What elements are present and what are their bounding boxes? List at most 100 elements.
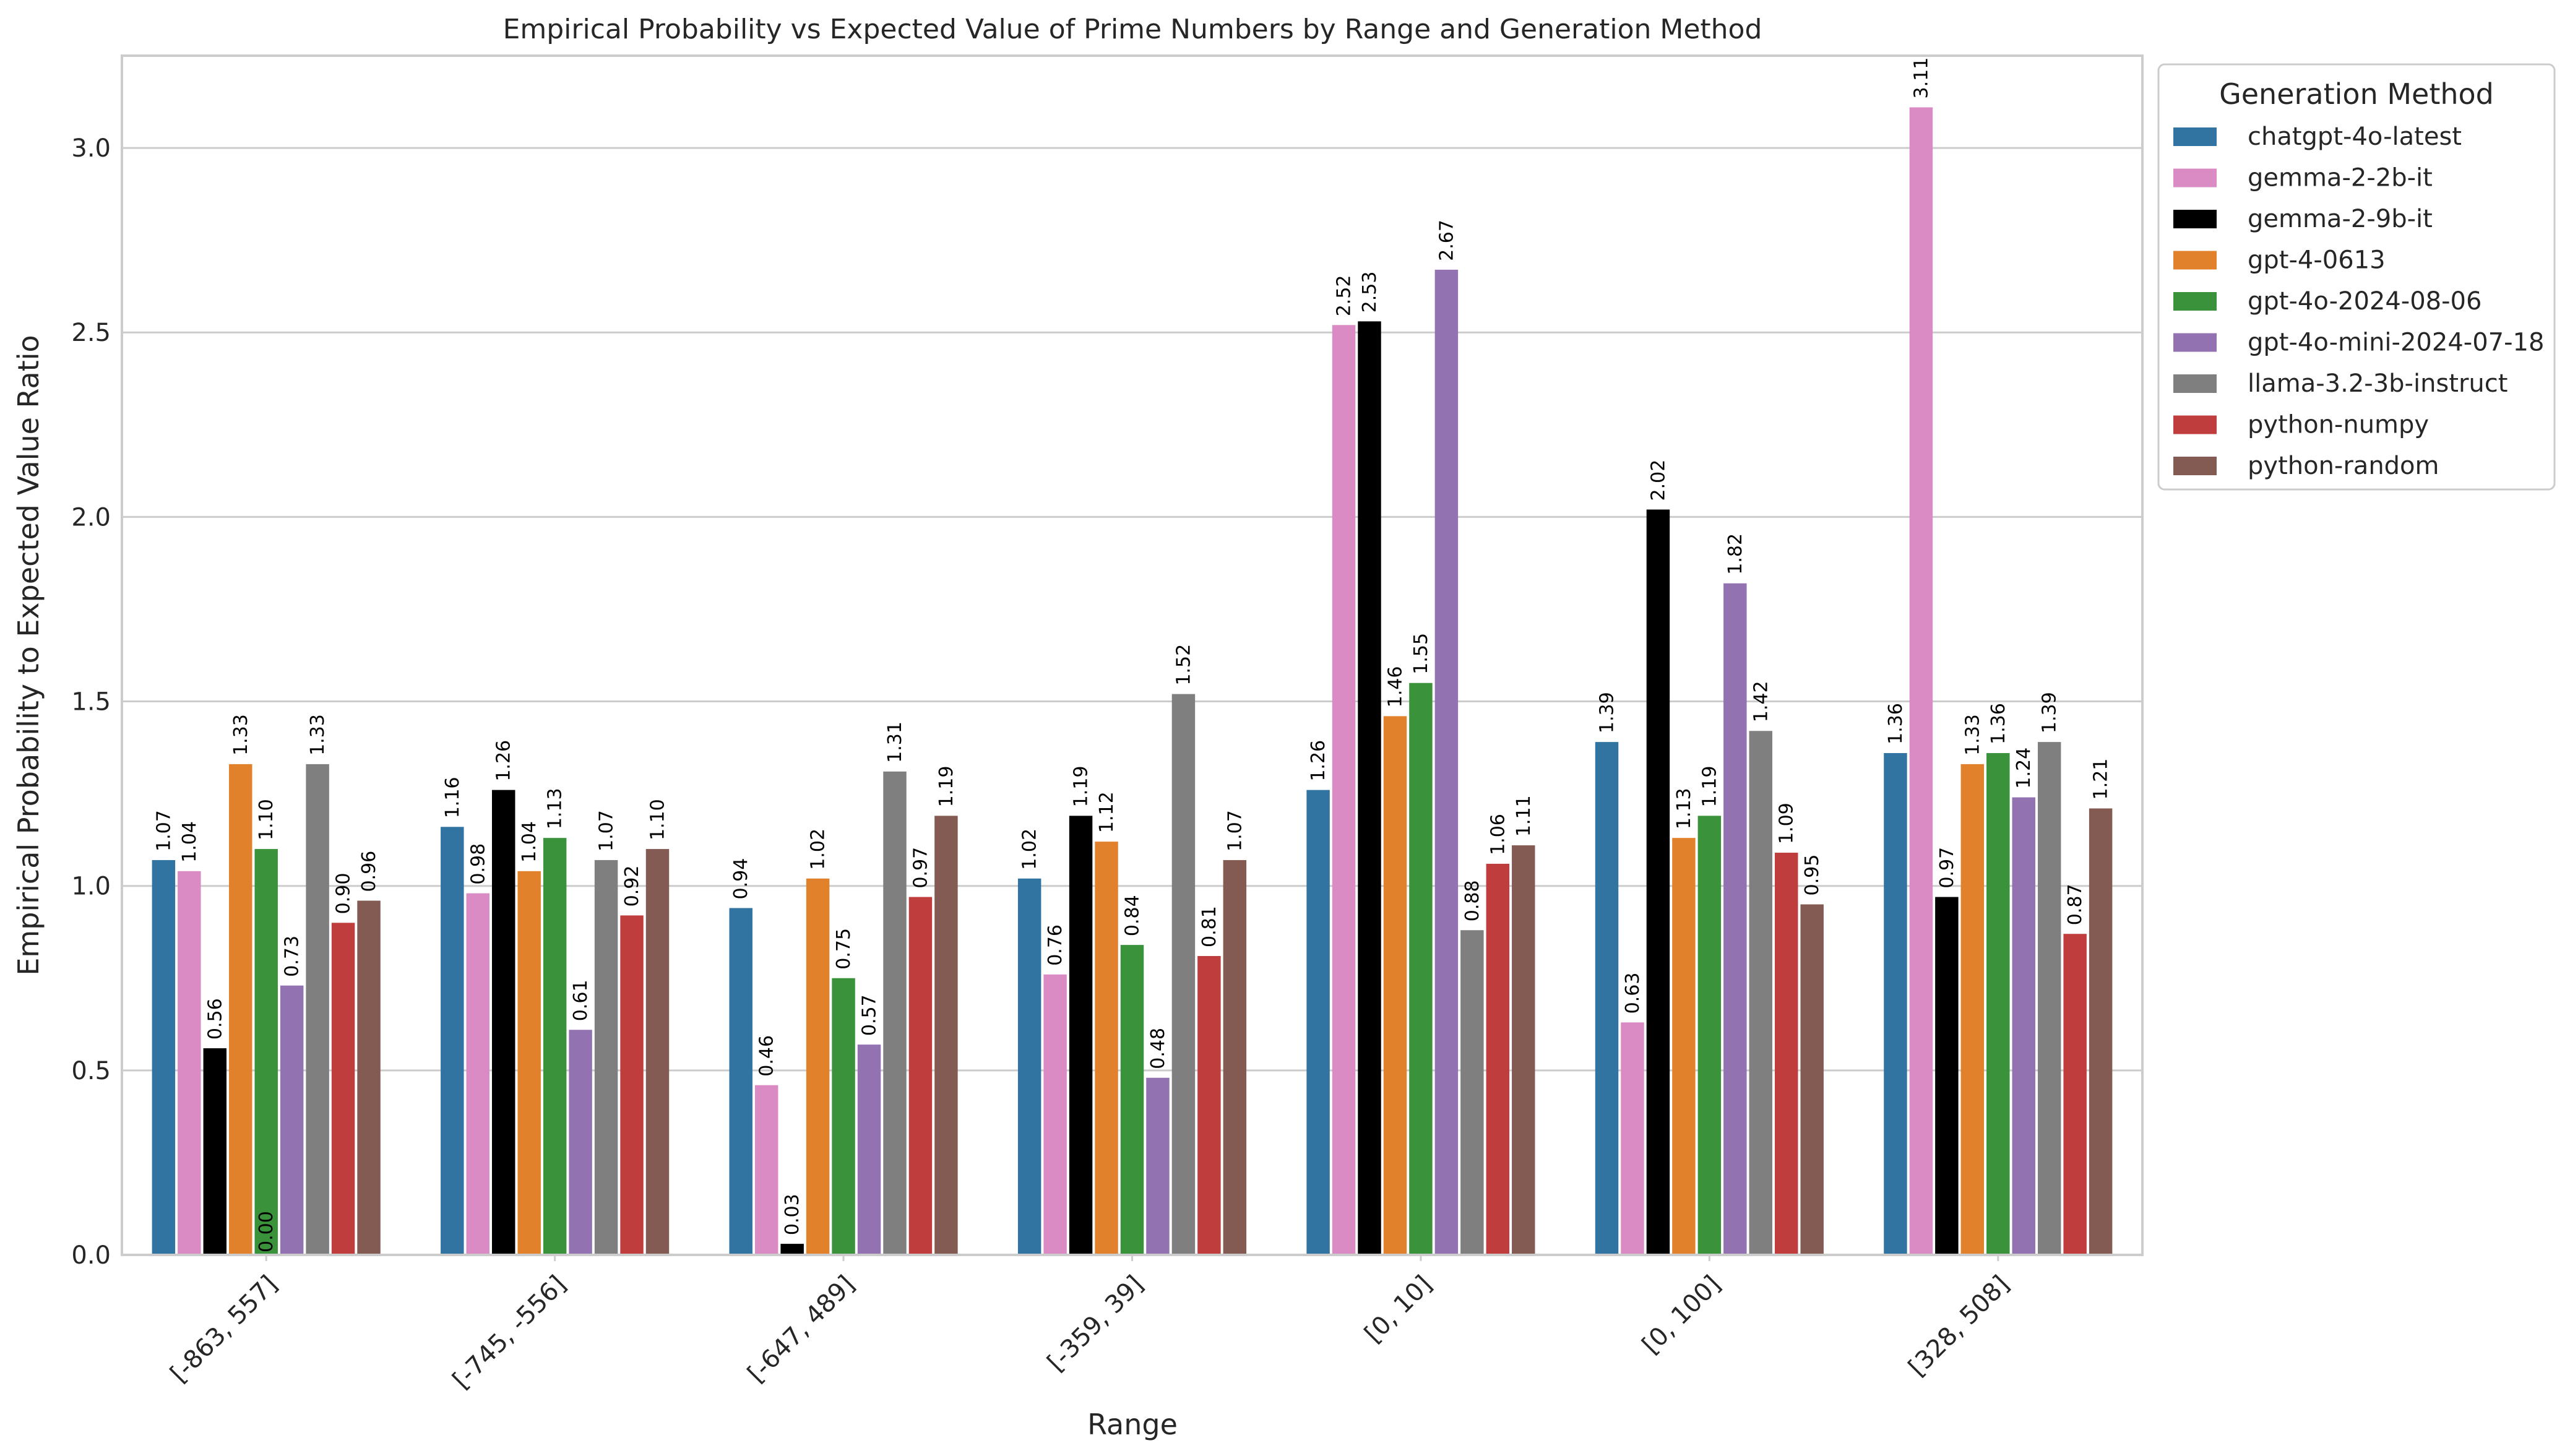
legend-swatch [2173, 251, 2217, 270]
bar [1697, 816, 1722, 1255]
legend-label: gemma-2-2b-it [2248, 164, 2433, 192]
legend-item: gpt-4o-mini-2024-07-18 [2173, 329, 2544, 357]
bar-value-label: 3.11 [1910, 58, 1932, 99]
bar-value-label: 1.19 [1699, 766, 1720, 808]
bar-value-label: 0.97 [1936, 847, 1958, 889]
bar [1960, 764, 1985, 1255]
bar [594, 859, 618, 1255]
bar-value-label: 0.57 [859, 994, 881, 1036]
bar [1017, 878, 1041, 1255]
bar-value-label: 2.67 [1436, 220, 1457, 261]
bar [2012, 797, 2035, 1255]
bar [254, 849, 278, 1255]
bar [1986, 753, 2010, 1255]
legend-swatch [2173, 292, 2217, 311]
bar-value-label: 1.07 [153, 810, 175, 851]
y-axis-ticks: 0.0 0.5 1.0 1.5 2.0 2.5 3.0 [71, 134, 111, 1270]
bar-value-label: 1.09 [1776, 803, 1798, 844]
legend-swatch [2173, 415, 2217, 434]
bar [1120, 945, 1144, 1255]
y-tick-label: 2.5 [71, 319, 111, 347]
bar [1775, 853, 1798, 1255]
legend-item: gemma-2-2b-it [2173, 164, 2433, 192]
bar-value-label: 2.53 [1359, 272, 1381, 313]
bar [832, 978, 855, 1255]
bar-value-label: 1.10 [256, 799, 277, 840]
bar-value-label: 0.46 [756, 1035, 778, 1077]
bar-value-label: 1.16 [442, 777, 464, 818]
legend-swatch [2173, 457, 2217, 475]
bar [569, 1030, 592, 1255]
bar-value-label: 1.52 [1173, 644, 1194, 686]
bar [1935, 897, 1959, 1255]
legend-swatch [2173, 210, 2217, 228]
bar-value-label: 1.33 [307, 714, 329, 756]
bars [152, 107, 2113, 1256]
bar-value-label: 0.96 [358, 851, 380, 892]
bar [1909, 107, 1933, 1256]
bar-value-label: 1.39 [1597, 692, 1618, 733]
bar [1197, 955, 1221, 1255]
bar-value-label: 0.95 [1801, 855, 1823, 896]
bar [1332, 325, 1356, 1255]
bar [1306, 790, 1330, 1255]
x-axis-label: Range [1087, 1408, 1178, 1441]
legend-label: gemma-2-9b-it [2248, 205, 2433, 233]
bar [857, 1045, 881, 1255]
bar-value-label: 1.19 [936, 766, 957, 808]
bar-value-label: 1.12 [1096, 791, 1118, 833]
legend-label: chatgpt-4o-latest [2248, 123, 2462, 151]
bar [729, 908, 752, 1255]
legend-label: llama-3.2-3b-instruct [2248, 369, 2507, 398]
bar [1884, 753, 1907, 1255]
bar-value-label: 1.04 [179, 821, 201, 863]
bar-value-label: 0.56 [204, 998, 226, 1040]
bar [1723, 583, 1747, 1255]
y-tick-label: 0.0 [71, 1241, 111, 1270]
bar [203, 1048, 227, 1255]
bar [754, 1085, 778, 1255]
bar-value-label: 1.02 [1019, 829, 1041, 870]
bar-value-label: 1.36 [1885, 703, 1907, 744]
bar-value-label: 1.46 [1384, 666, 1406, 708]
legend-swatch [2173, 127, 2217, 146]
legend: Generation Method chatgpt-4o-latest gemma… [2157, 63, 2556, 491]
legend-item: chatgpt-4o-latest [2173, 123, 2462, 151]
bar-value-label: 1.36 [1988, 703, 2009, 744]
bar-value-label: 1.07 [596, 810, 618, 851]
bar-value-label: 1.26 [1308, 740, 1329, 782]
legend-frame [2157, 63, 2556, 491]
bar-value-label: 0.48 [1147, 1028, 1169, 1069]
y-tick-label: 2.0 [71, 503, 111, 532]
bar-value-label: 2.52 [1334, 275, 1355, 317]
y-tick-label: 1.0 [71, 872, 111, 901]
y-axis-label: Empirical Probability to Expected Value … [12, 335, 45, 975]
y-tick-label: 3.0 [71, 134, 111, 163]
bar [908, 897, 933, 1255]
bar [1409, 683, 1433, 1255]
bar [466, 893, 489, 1255]
bar-value-label: 1.39 [2039, 692, 2061, 733]
bar-value-label: 1.55 [1410, 633, 1432, 674]
bar [934, 816, 958, 1255]
bar-value-label: 0.75 [833, 928, 855, 970]
bar [1069, 816, 1093, 1255]
y-tick-label: 0.5 [71, 1057, 111, 1085]
bar [1434, 269, 1459, 1256]
chart-title: Empirical Probability vs Expected Value … [503, 14, 1762, 45]
bar-value-label: 1.02 [808, 829, 829, 870]
bar-value-label: 1.26 [493, 740, 515, 782]
legend-label: gpt-4-0613 [2248, 246, 2386, 275]
bar-value-label: 1.13 [1673, 788, 1695, 829]
bar [357, 900, 381, 1255]
legend-swatch [2173, 374, 2217, 393]
bar-value-label: 1.31 [884, 722, 906, 763]
bar-value-label: 0.87 [2064, 884, 2086, 925]
bar-value-label: 1.33 [1962, 714, 1983, 756]
bar-value-label: 0.61 [570, 980, 592, 1021]
bar [441, 827, 464, 1255]
bar-value-label: 0.00 [256, 1211, 277, 1252]
bar-value-label: 0.73 [282, 936, 303, 977]
bar [1043, 974, 1067, 1255]
legend-swatch [2173, 333, 2217, 352]
